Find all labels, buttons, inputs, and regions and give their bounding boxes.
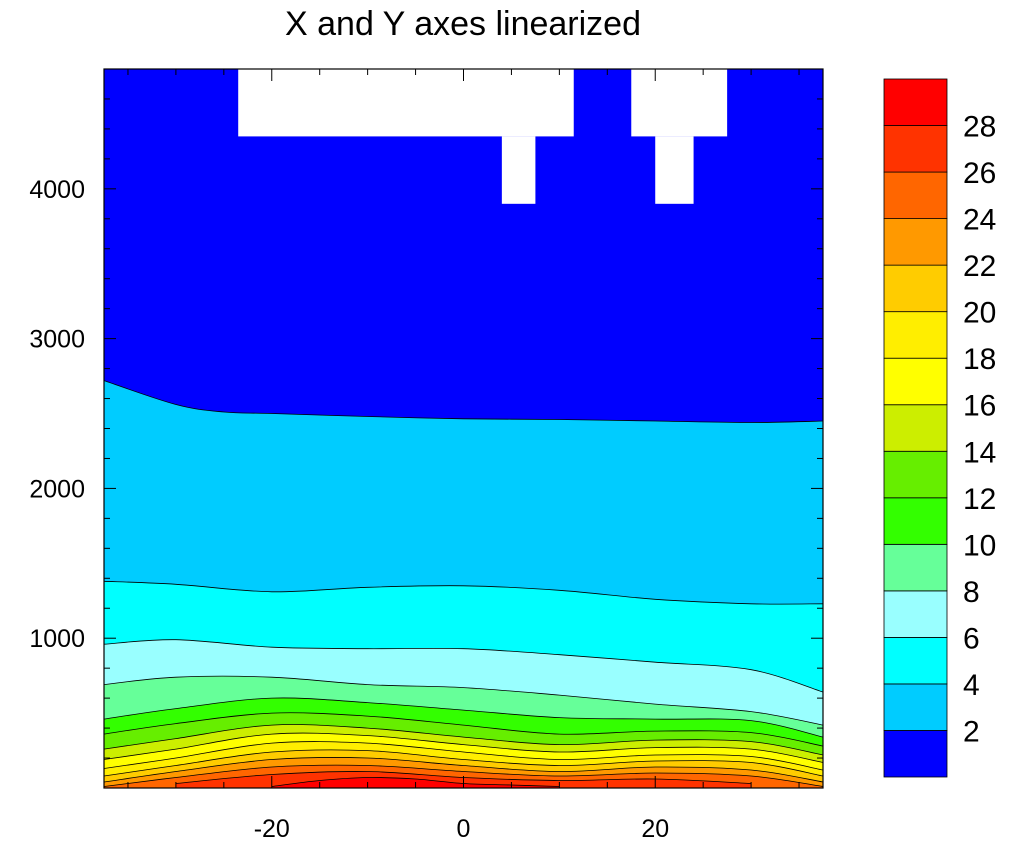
colorbar-box [883,357,948,406]
colorbar-box [883,497,948,545]
contour-fills [104,69,823,788]
colorbar-box [883,683,948,731]
contour-line-8 [104,675,823,726]
colorbar-label: 6 [963,622,980,655]
colorbar-box [883,450,948,499]
missing-regions [238,69,728,204]
y-tick-label: 4000 [29,176,85,204]
colorbar-label: 10 [963,529,996,562]
contour-line-10 [104,697,823,738]
x-tick-label: 0 [457,815,471,843]
colorbar-label: 14 [963,436,996,469]
y-tick-label: 1000 [29,625,85,653]
colorbar-label: 24 [963,204,996,237]
colorbar-label: 12 [963,483,996,516]
x-axis: -20 0 20 [127,69,800,843]
contour-line-22 [104,757,823,783]
contour-line-2 [104,380,823,423]
contour-line-24 [104,764,823,787]
contour-line-6 [104,639,823,693]
colorbar-box [883,404,948,452]
colorbar-box [883,730,948,778]
chart-title: X and Y axes linearized [285,5,641,43]
colorbar-box [883,218,948,266]
colorbar-label: 8 [963,576,980,609]
contour-line-4 [104,580,823,605]
colorbar-box [883,264,948,313]
y-tick-label: 2000 [29,475,85,503]
colorbar-label: 16 [963,390,996,423]
y-tick-label: 3000 [29,326,85,354]
plot-area [103,68,824,789]
colorbar-label: 26 [963,157,996,190]
missing-region-3 [631,69,728,137]
colorbar-box [883,125,948,173]
colorbar-box [883,543,948,592]
contour-line-14 [104,724,823,756]
colorbar-box [883,311,948,359]
contour-line-18 [104,741,823,771]
contour-line-20 [104,749,823,777]
colorbar-label: 28 [963,111,996,144]
colorbar-label: 4 [963,669,980,702]
contour-lines [104,380,823,787]
contour-line-16 [104,732,823,763]
colorbar-label: 22 [963,250,996,283]
colorbar-box [883,590,948,638]
colorbar-label: 2 [963,715,980,748]
colorbar-box [883,78,948,126]
colorbar-label: 18 [963,343,996,376]
missing-region-2 [501,136,536,204]
x-tick-label: 20 [641,815,669,843]
colorbar-box [883,637,948,685]
contour-line-12 [104,712,823,747]
missing-region-1 [238,69,574,137]
missing-region-4 [655,136,694,204]
y-axis: 1000 2000 3000 4000 [29,68,823,759]
colorbar-box [883,171,948,219]
x-tick-label: -20 [254,815,290,843]
colorbar-label: 20 [963,297,996,330]
